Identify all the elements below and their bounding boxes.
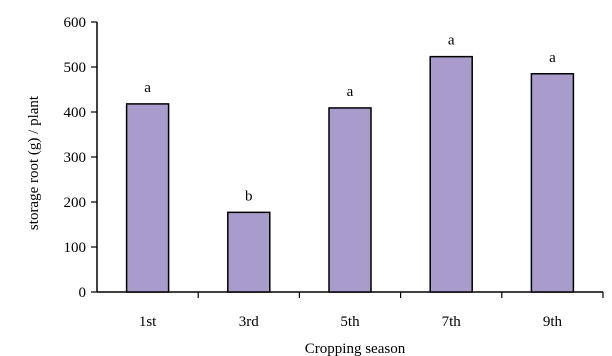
x-axis-ticks: 1st 3rd 5th 7th 9th	[139, 292, 604, 330]
bar-7th	[429, 55, 473, 293]
y-tick-label: 500	[64, 60, 87, 76]
significance-letter-1st: a	[144, 80, 151, 96]
y-tick-label: 200	[64, 195, 87, 211]
x-tick-label-1st: 1st	[139, 314, 157, 330]
x-tick-label-3rd: 3rd	[239, 314, 259, 330]
x-axis-label: Cropping season	[305, 341, 406, 356]
x-tick-label-7th: 7th	[442, 314, 462, 330]
significance-letters: a b a a a	[144, 33, 556, 205]
y-tick-label: 300	[64, 150, 87, 166]
bars	[125, 55, 575, 293]
x-tick-label-5th: 5th	[340, 314, 360, 330]
bar-5th	[328, 107, 372, 293]
y-axis-ticks: 0 100 200 300 400 500 600	[64, 15, 97, 301]
bar-1st	[125, 103, 170, 293]
y-tick-label: 400	[64, 105, 87, 121]
significance-letter-7th: a	[448, 33, 455, 49]
x-tick-label-9th: 9th	[543, 314, 563, 330]
bar-3rd	[227, 211, 271, 293]
y-tick-label: 0	[79, 285, 87, 301]
significance-letter-3rd: b	[245, 188, 253, 204]
y-tick-label: 600	[64, 15, 87, 31]
bar-9th	[530, 73, 575, 293]
y-tick-label: 100	[64, 240, 87, 256]
significance-letter-5th: a	[347, 84, 354, 100]
y-axis-label: storage root (g) / plant	[26, 95, 42, 230]
significance-letter-9th: a	[549, 50, 556, 66]
